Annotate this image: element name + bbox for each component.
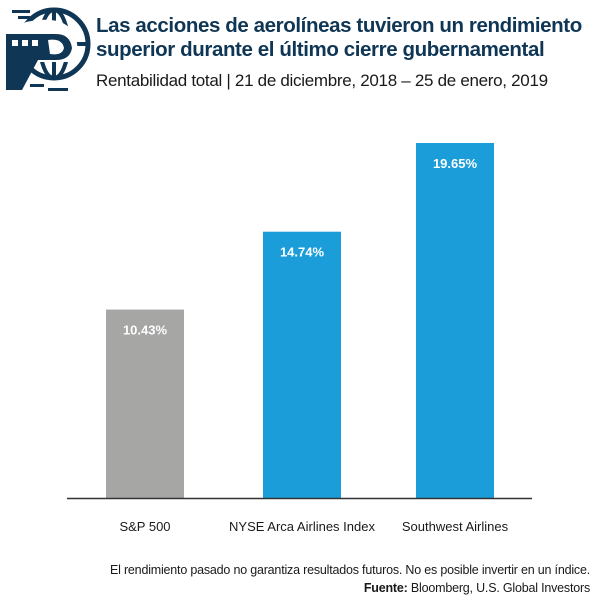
x-tick-label: S&P 500 xyxy=(119,519,170,534)
chart-subtitle: Rentabilidad total | 21 de diciembre, 20… xyxy=(96,71,548,90)
bar-s-p-500 xyxy=(106,309,184,498)
bar-nyse-arca-airlines-index xyxy=(263,231,341,498)
bar-chart: 10.43% S&P 500 14.74% NYSE Arca Airlines In… xyxy=(67,143,532,534)
x-tick-label: NYSE Arca Airlines Index xyxy=(229,519,375,534)
source-label: Fuente: xyxy=(363,581,408,595)
disclaimer: El rendimiento pasado no garantiza resul… xyxy=(109,563,590,577)
source-text: Bloomberg, U.S. Global Investors xyxy=(407,581,590,595)
globe-airplane-icon xyxy=(4,7,91,91)
data-label: 19.65% xyxy=(433,156,478,171)
data-label: 14.74% xyxy=(280,245,325,260)
title-line-2: superior durante el último cierre gubern… xyxy=(96,38,545,61)
title-line-1: Las acciones de aerolíneas tuvieron un r… xyxy=(96,14,582,37)
chart-title: Las acciones de aerolíneas tuvieron un r… xyxy=(96,14,596,62)
bar-southwest-airlines xyxy=(416,143,494,498)
x-tick-label: Southwest Airlines xyxy=(402,519,509,534)
source-note: Fuente: Bloomberg, U.S. Global Investors xyxy=(364,581,590,595)
data-label: 10.43% xyxy=(123,323,168,338)
